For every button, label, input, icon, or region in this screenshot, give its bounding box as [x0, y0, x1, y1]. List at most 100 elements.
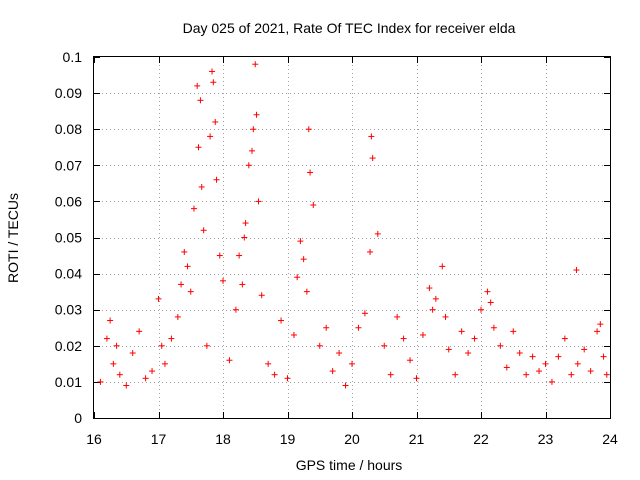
tick-labels: 16 17 18 19 20 21 22 23 24 0 0.01 0.02 0.03 0.04 0.05 0… [55, 49, 618, 447]
data-point [190, 205, 197, 212]
data-point [478, 306, 484, 313]
y-tick-label: 0.1 [63, 49, 83, 65]
data-point [394, 313, 401, 320]
data-point [561, 335, 568, 342]
data-point [249, 147, 256, 154]
y-tick-label: 0.06 [55, 193, 82, 209]
data-point [97, 378, 104, 385]
data-point [136, 328, 143, 335]
data-point [220, 277, 226, 284]
data-point [581, 346, 588, 353]
data-point [369, 155, 376, 162]
y-tick-label: 0.04 [55, 266, 82, 282]
data-point [426, 285, 433, 292]
data-point [226, 357, 233, 364]
data-point [342, 382, 349, 389]
data-point [253, 111, 260, 118]
data-point [195, 144, 202, 151]
data-point [123, 382, 130, 389]
data-point [250, 126, 257, 133]
data-point [149, 368, 156, 375]
data-point [374, 230, 381, 237]
data-point [290, 331, 297, 338]
data-point [419, 331, 426, 338]
data-point [574, 360, 581, 367]
data-point [207, 133, 214, 140]
data-point [529, 353, 536, 360]
data-point [161, 360, 168, 367]
data-point [400, 335, 407, 342]
plot-frame [93, 56, 611, 419]
data-point [316, 342, 323, 349]
data-point [187, 288, 194, 295]
data-point [103, 335, 110, 342]
data-point [587, 368, 594, 375]
data-point [568, 371, 575, 378]
x-tick-label: 21 [409, 431, 425, 447]
data-point [555, 353, 562, 360]
data-point [349, 360, 355, 367]
data-point [597, 321, 604, 328]
data-point [303, 288, 310, 295]
data-point [503, 364, 510, 371]
data-point [116, 371, 123, 378]
data-point [471, 335, 478, 342]
data-point [129, 350, 136, 357]
data-point [212, 118, 219, 125]
data-point [407, 357, 414, 364]
y-tick-label: 0.09 [55, 85, 82, 101]
data-point [142, 375, 149, 382]
data-point [523, 371, 530, 378]
data-point [236, 252, 243, 259]
data-point [174, 313, 181, 320]
data-point [258, 292, 265, 299]
data-point [445, 346, 452, 353]
data-point [184, 263, 191, 270]
data-point [367, 248, 374, 255]
x-tick-label: 17 [151, 431, 167, 447]
y-tick-label: 0.02 [55, 338, 82, 354]
data-point [305, 126, 312, 133]
data-point [181, 248, 188, 255]
data-point [107, 317, 114, 324]
data-point [194, 82, 201, 89]
data-point [158, 342, 165, 349]
data-point [278, 317, 285, 324]
data-point [197, 97, 204, 104]
data-point [241, 234, 248, 241]
data-point [265, 360, 272, 367]
data-point [548, 378, 555, 385]
data-point [198, 183, 205, 190]
data-point [510, 328, 517, 335]
data-point [439, 263, 446, 270]
data-point [213, 176, 220, 183]
data-point [210, 79, 217, 86]
data-point [336, 350, 343, 357]
x-tick-label: 20 [344, 431, 360, 447]
grid [94, 57, 610, 418]
data-point [329, 368, 336, 375]
data-point [245, 162, 252, 169]
y-axis-label: ROTI / TECUs [5, 193, 21, 283]
data-points [97, 61, 610, 389]
data-point [452, 371, 459, 378]
data-point [242, 220, 249, 227]
data-point [300, 256, 307, 263]
data-point [465, 350, 472, 357]
data-point [200, 227, 207, 234]
data-point [516, 350, 523, 357]
x-tick-label: 16 [86, 431, 102, 447]
data-point [361, 310, 368, 317]
y-tick-label: 0.07 [55, 157, 82, 173]
data-point [323, 324, 330, 331]
data-point [490, 324, 497, 331]
data-point [484, 288, 491, 295]
data-point [239, 281, 246, 288]
data-point [442, 313, 449, 320]
data-point [413, 375, 420, 382]
data-point [603, 371, 610, 378]
data-point [168, 335, 175, 342]
data-point [432, 295, 439, 302]
chart-title: Day 025 of 2021, Rate Of TEC Index for r… [183, 20, 516, 36]
y-tick-label: 0.03 [55, 302, 82, 318]
